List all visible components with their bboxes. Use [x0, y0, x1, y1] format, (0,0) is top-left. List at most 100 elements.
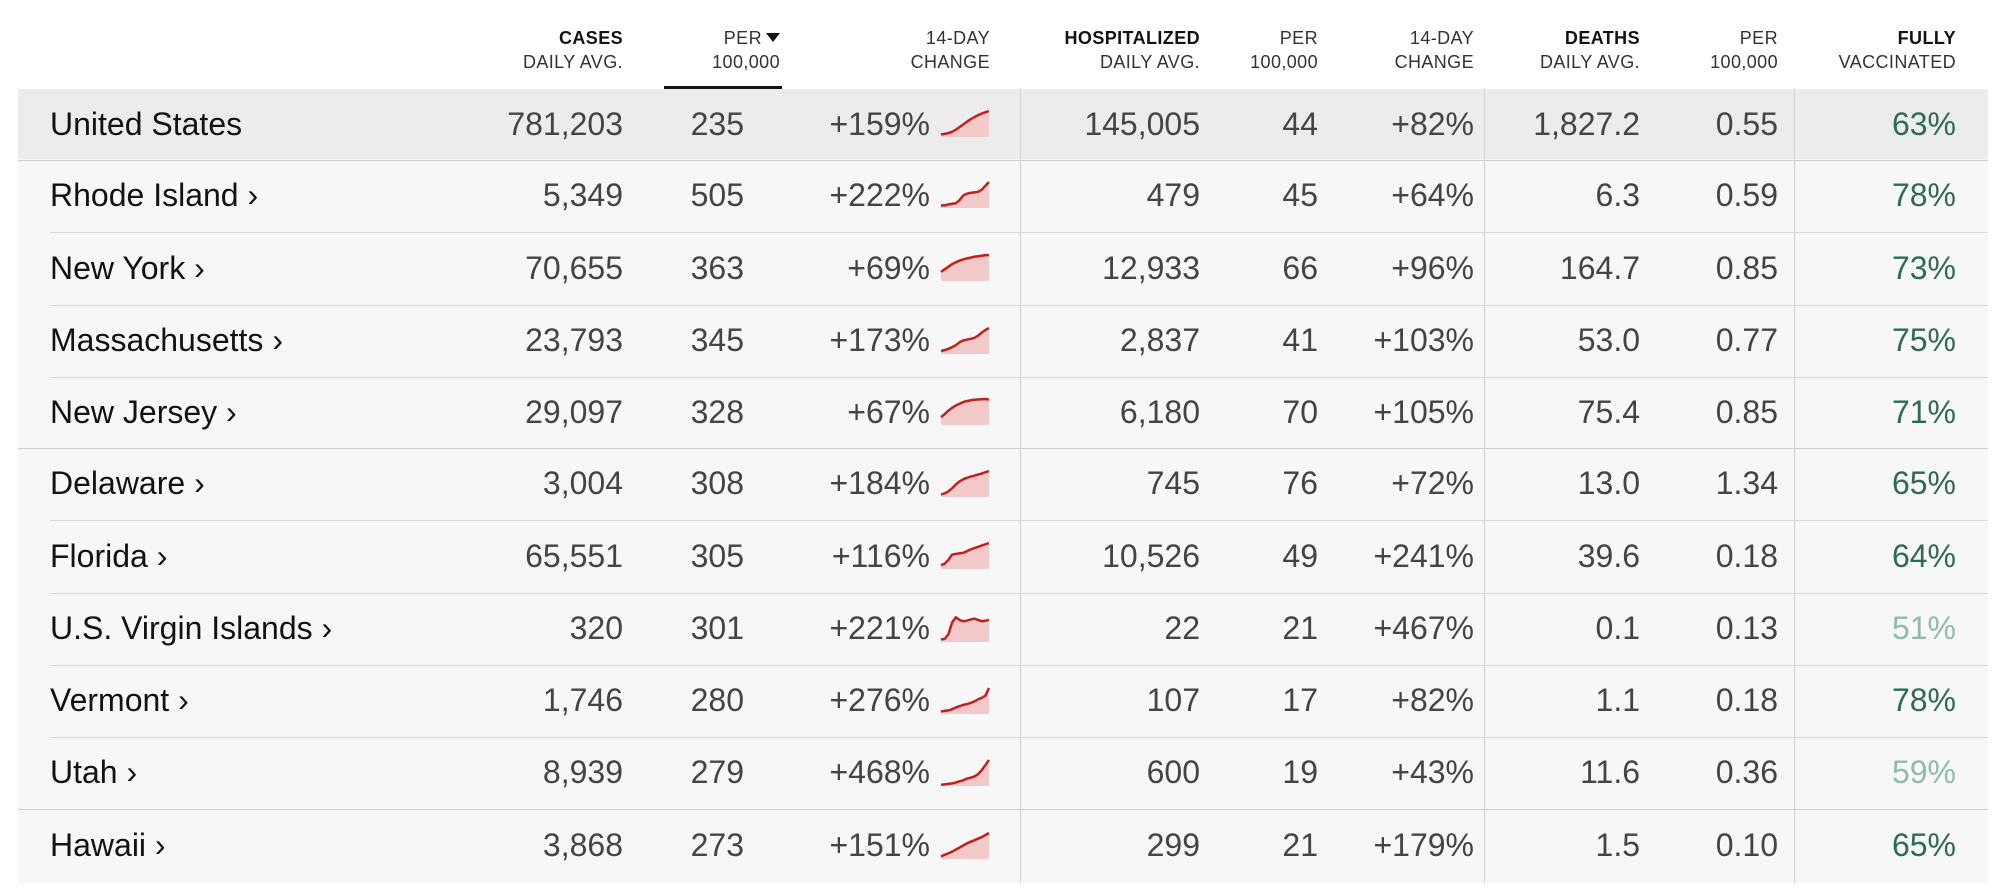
header-fully-vaccinated[interactable]: FULLY VACCINATED [1838, 28, 1956, 72]
header-deaths[interactable]: DEATHS DAILY AVG. [1539, 28, 1640, 72]
sparkline-area [941, 399, 989, 425]
table-row[interactable]: Hawaii › 3,868 273 +151% 299 21 +179% 1.5 0.10 65… [18, 809, 1988, 882]
cases-trend-sparkline [940, 397, 990, 425]
cases-14-day-change-value: +159% [829, 105, 930, 142]
table-row[interactable]: Florida › 65,551 305 +116% 10,526 49 +241% 39.6… [18, 520, 1988, 592]
deaths-per-100k-value: 0.85 [1715, 393, 1778, 430]
cases-14-day-change-value: +222% [829, 176, 930, 213]
sparkline-area [941, 759, 989, 786]
hospitalized-daily-avg-value: 745 [1146, 465, 1200, 501]
state-link[interactable]: Hawaii › [50, 827, 166, 863]
cases-daily-avg-value: 5,349 [542, 176, 623, 213]
deaths-per-100k-value: 0.18 [1715, 682, 1778, 718]
state-link[interactable]: Utah › [50, 754, 138, 790]
table-header: CASES DAILY AVG. PER 100,000 14-DAY CHAN… [18, 0, 1988, 90]
deaths-per-100k-value: 0.18 [1715, 537, 1778, 574]
cases-14-day-change-value: +116% [831, 537, 930, 574]
cases-trend-sparkline [940, 758, 990, 786]
hospitalized-14-day-change-value: +72% [1391, 465, 1474, 501]
state-link[interactable]: Rhode Island › [50, 176, 259, 213]
fully-vaccinated-value: 78% [1891, 176, 1956, 213]
sparkline-line [940, 831, 990, 858]
header-cases[interactable]: CASES DAILY AVG. [522, 28, 623, 72]
header-cases-change[interactable]: 14-DAY CHANGE [910, 28, 990, 72]
table-row[interactable]: Rhode Island › 5,349 505 +222% 479 45 +64% 6.3 0… [18, 159, 1988, 231]
header-hosp-per[interactable]: PER 100,000 [1250, 28, 1318, 72]
fully-vaccinated-value: 51% [1891, 610, 1956, 646]
cases-daily-avg-value: 781,203 [507, 105, 623, 142]
sparkline-line [940, 686, 990, 713]
header-hosp-change[interactable]: 14-DAY CHANGE [1394, 28, 1474, 72]
sparkline-area [941, 687, 989, 714]
hospitalized-per-100k-value: 17 [1282, 682, 1318, 718]
sparkline-line [940, 326, 990, 352]
cases-trend-sparkline [941, 181, 990, 208]
deaths-per-100k-value: 0.59 [1715, 176, 1778, 213]
deaths-per-100k-value: 0.77 [1715, 322, 1778, 358]
cases-per-100k-value: 308 [690, 465, 744, 501]
state-link[interactable]: Vermont › [50, 682, 189, 718]
row-divider [50, 593, 1988, 594]
table-row[interactable]: New York › 70,655 363 +69% 12,933 66 +96% 164.7… [18, 232, 1988, 304]
hospitalized-daily-avg-value: 145,005 [1084, 105, 1200, 142]
hospitalized-per-100k-value: 45 [1282, 176, 1318, 213]
cases-per-100k-value: 280 [690, 682, 744, 718]
cases-daily-avg-value: 1,746 [542, 682, 623, 718]
fully-vaccinated-value: 64% [1891, 537, 1956, 574]
cases-per-100k-value: 273 [690, 827, 744, 863]
header-cases-per-sorted[interactable]: PER 100,000 [712, 28, 780, 72]
deaths-daily-avg-value: 164.7 [1559, 249, 1640, 286]
sparkline-line [940, 615, 990, 641]
sparkline-area [941, 470, 989, 497]
cases-14-day-change-value: +151% [829, 827, 930, 863]
cases-daily-avg-value: 320 [569, 610, 623, 646]
cases-per-100k-value: 363 [690, 249, 744, 286]
header-hospitalized[interactable]: HOSPITALIZED DAILY AVG. [1064, 28, 1200, 72]
table-row[interactable]: New Jersey › 29,097 328 +67% 6,180 70 +105% 75.… [18, 377, 1988, 447]
cases-daily-avg-value: 8,939 [542, 754, 623, 790]
hospitalized-14-day-change-value: +467% [1373, 610, 1474, 646]
sparkline-line [941, 181, 990, 207]
header-deaths-per[interactable]: PER 100,000 [1710, 28, 1778, 72]
sparkline-line [940, 109, 990, 136]
hospitalized-14-day-change-value: +82% [1391, 682, 1474, 718]
sort-down-icon [766, 33, 780, 42]
hospitalized-daily-avg-value: 479 [1146, 176, 1200, 213]
cases-trend-sparkline [940, 326, 990, 354]
column-divider [1484, 89, 1485, 883]
state-link[interactable]: New Jersey › [50, 393, 237, 430]
deaths-per-100k-value: 1.34 [1715, 465, 1778, 501]
hospitalized-per-100k-value: 66 [1282, 249, 1318, 286]
fully-vaccinated-value: 71% [1891, 393, 1956, 430]
table-row[interactable]: Utah › 8,939 279 +468% 600 19 +43% 11.6 0.36 59% [18, 737, 1988, 808]
state-link[interactable]: New York › [50, 249, 205, 286]
fully-vaccinated-value: 75% [1891, 322, 1956, 358]
cases-trend-sparkline [940, 615, 990, 642]
row-divider [50, 520, 1988, 521]
cases-trend-sparkline [940, 541, 990, 569]
row-divider [18, 809, 1988, 810]
table-row[interactable]: U.S. Virgin Islands › 320 301 +221% 22 21 +467… [18, 593, 1988, 664]
cases-per-100k-value: 505 [690, 176, 744, 213]
state-link[interactable]: U.S. Virgin Islands › [50, 610, 333, 646]
hospitalized-per-100k-value: 70 [1282, 393, 1318, 430]
hospitalized-per-100k-value: 44 [1282, 105, 1318, 142]
table-row[interactable]: Massachusetts › 23,793 345 +173% 2,837 41 +103… [18, 305, 1988, 376]
row-divider [18, 448, 1988, 449]
table-row[interactable]: Vermont › 1,746 280 +276% 107 17 +82% 1.1 0.18 78… [18, 665, 1988, 736]
hospitalized-per-100k-value: 41 [1282, 322, 1318, 358]
hospitalized-daily-avg-value: 10,526 [1102, 537, 1200, 574]
cases-14-day-change-value: +276% [829, 682, 930, 718]
table-row[interactable]: Delaware › 3,004 308 +184% 745 76 +72% 13.0 1.34… [18, 448, 1988, 519]
deaths-daily-avg-value: 1.1 [1595, 682, 1640, 718]
state-link[interactable]: Florida › [50, 537, 168, 574]
sparkline-line [940, 758, 990, 786]
hospitalized-14-day-change-value: +179% [1373, 827, 1474, 863]
state-link[interactable]: Delaware › [50, 465, 205, 501]
cases-per-100k-value: 235 [690, 105, 744, 142]
deaths-per-100k-value: 0.13 [1715, 610, 1778, 646]
cases-trend-sparkline [940, 469, 990, 497]
fully-vaccinated-value: 78% [1891, 682, 1956, 718]
deaths-per-100k-value: 0.10 [1715, 827, 1778, 863]
state-link[interactable]: Massachusetts › [50, 322, 283, 358]
